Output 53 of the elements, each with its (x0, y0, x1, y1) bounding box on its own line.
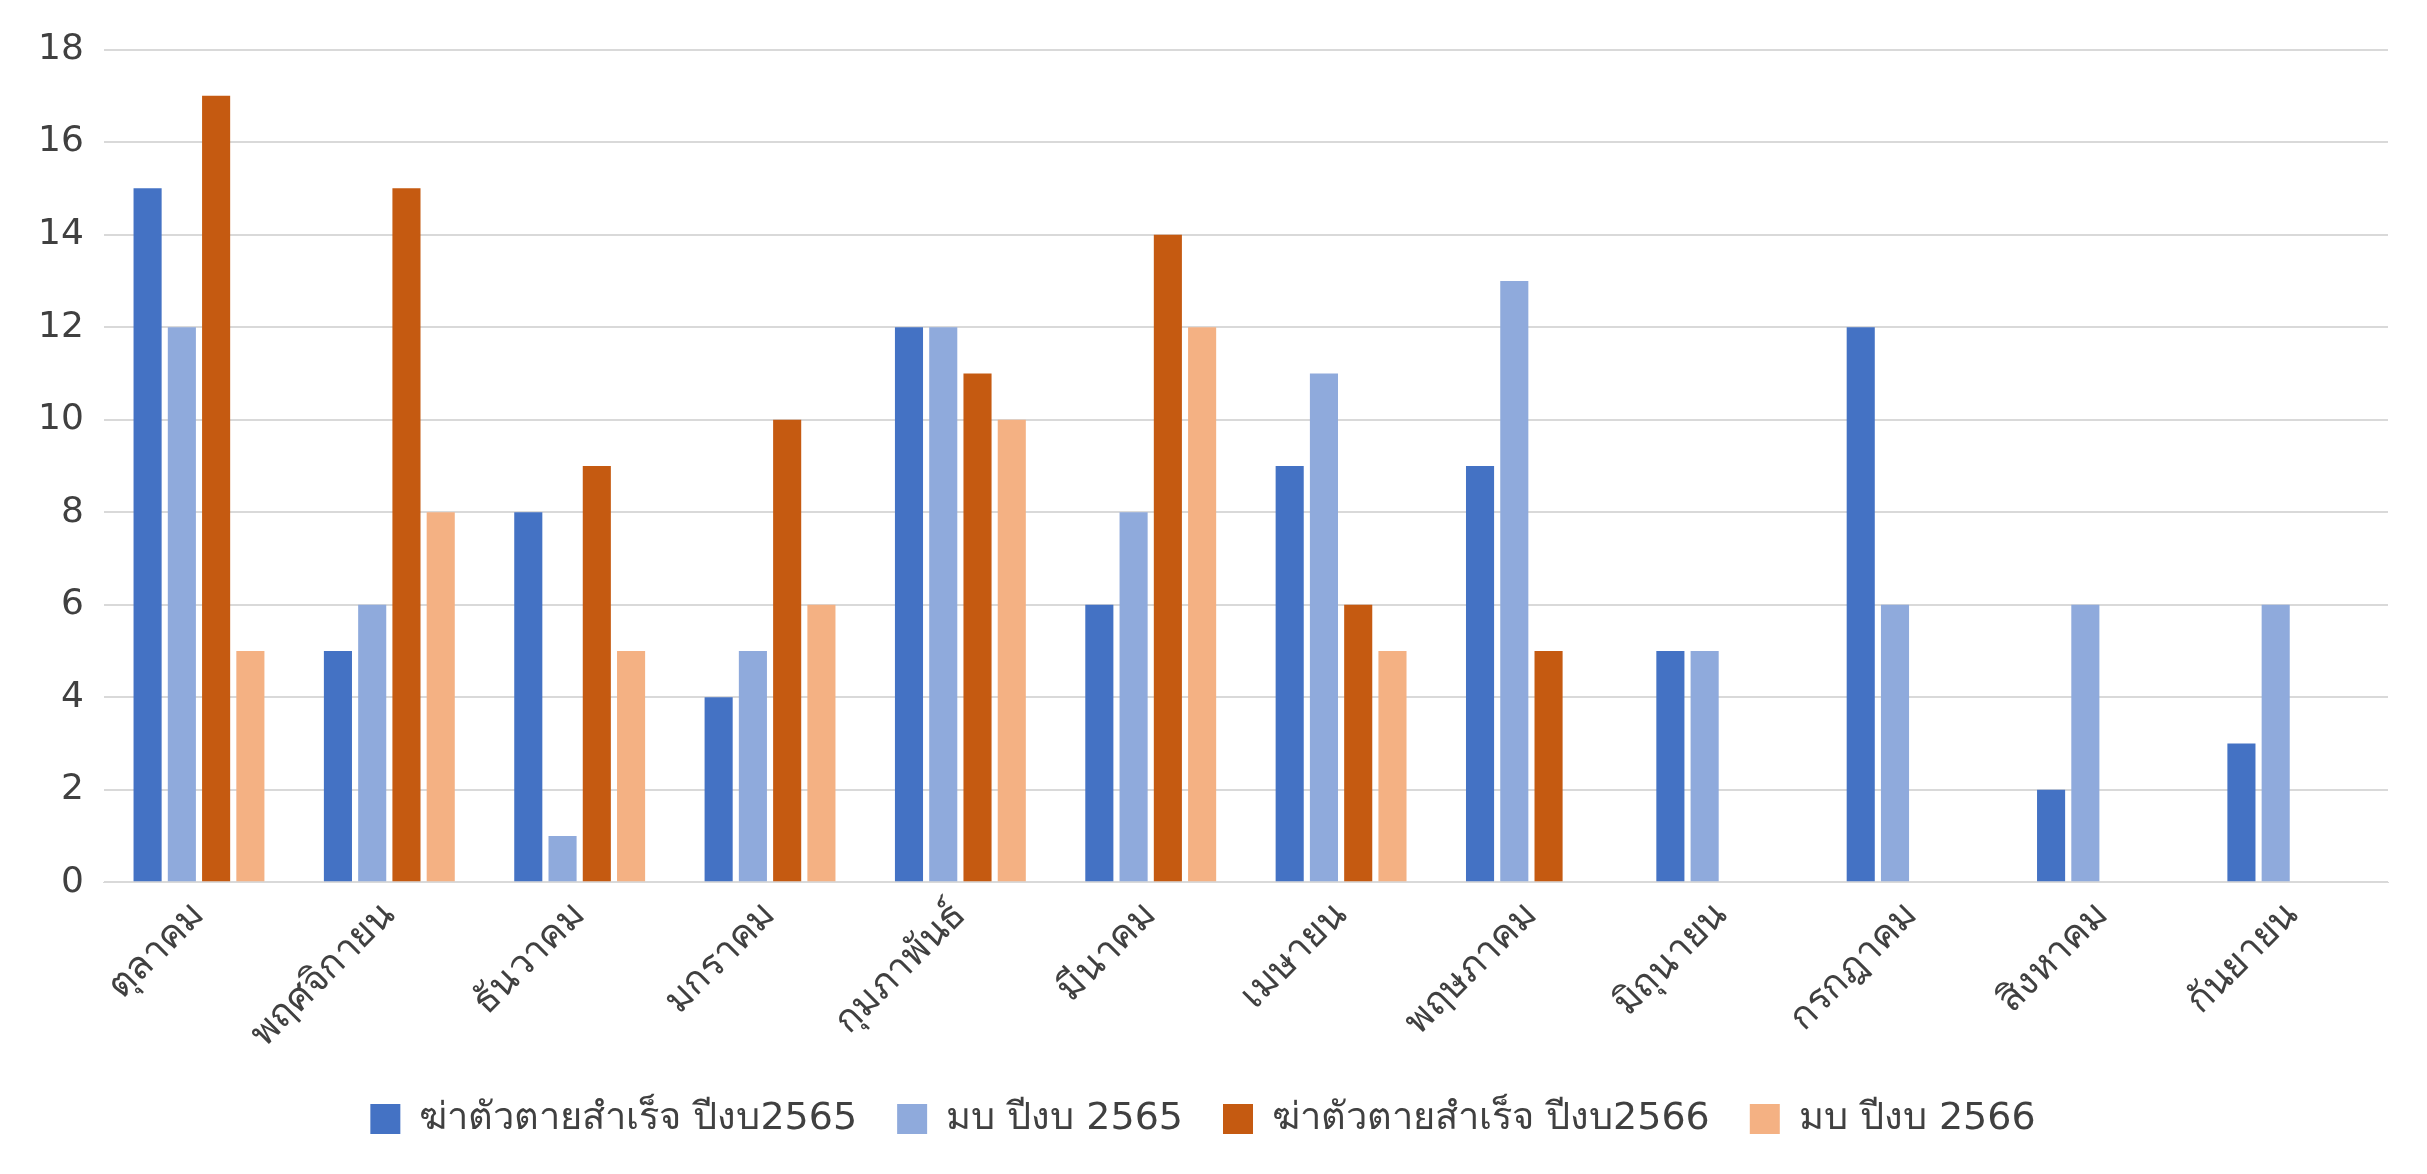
bar (2227, 743, 2256, 882)
y-tick-label: 16 (38, 118, 84, 160)
bar (617, 650, 646, 882)
bar (2261, 604, 2290, 882)
bar (929, 327, 958, 882)
bar (167, 327, 196, 882)
bar (997, 419, 1026, 882)
legend-label: ฆ่าตัวตายสำเร็จ ปีงบ2566 (1272, 1092, 1710, 1138)
bar (894, 327, 924, 882)
bar (1656, 650, 1685, 882)
y-tick-label: 0 (60, 858, 84, 900)
bar (358, 604, 387, 882)
bar (2071, 604, 2100, 882)
bar (133, 188, 162, 882)
bar (323, 650, 352, 882)
bar (1500, 280, 1529, 882)
bar (1846, 327, 1875, 882)
bar (1188, 327, 1217, 882)
bar (773, 419, 802, 882)
y-tick-label: 10 (38, 396, 84, 438)
bar (1465, 465, 1495, 882)
bar (1378, 650, 1407, 882)
bar (1119, 512, 1148, 882)
bar (704, 697, 733, 882)
bar (1309, 373, 1338, 882)
y-tick-label: 6 (60, 581, 84, 623)
bar (2037, 789, 2066, 882)
bar (1153, 234, 1182, 882)
bar (1690, 650, 1719, 882)
bar (236, 650, 265, 882)
bar (1880, 604, 1910, 882)
bar (582, 465, 611, 882)
bar (514, 512, 543, 882)
y-tick-label: 2 (60, 766, 84, 808)
bar (1275, 465, 1304, 882)
legend-label: มบ ปีงบ 2565 (946, 1093, 1184, 1138)
bar (738, 650, 767, 882)
bar (426, 512, 455, 882)
y-tick-label: 18 (38, 25, 84, 67)
legend-label: มบ ปีงบ 2566 (1798, 1093, 2036, 1138)
y-tick-label: 14 (38, 210, 84, 252)
bar (1534, 650, 1563, 882)
bar (1344, 604, 1373, 882)
legend-label: ฆ่าตัวตายสำเร็จ ปีงบ2565 (419, 1092, 858, 1138)
bar (807, 604, 836, 882)
y-tick-label: 12 (38, 303, 84, 345)
bar (548, 835, 577, 882)
bar (202, 95, 231, 882)
y-tick-label: 4 (60, 673, 84, 715)
bar (392, 188, 421, 882)
bar (963, 373, 992, 882)
bar (1085, 604, 1114, 882)
y-tick-label: 8 (60, 488, 84, 530)
